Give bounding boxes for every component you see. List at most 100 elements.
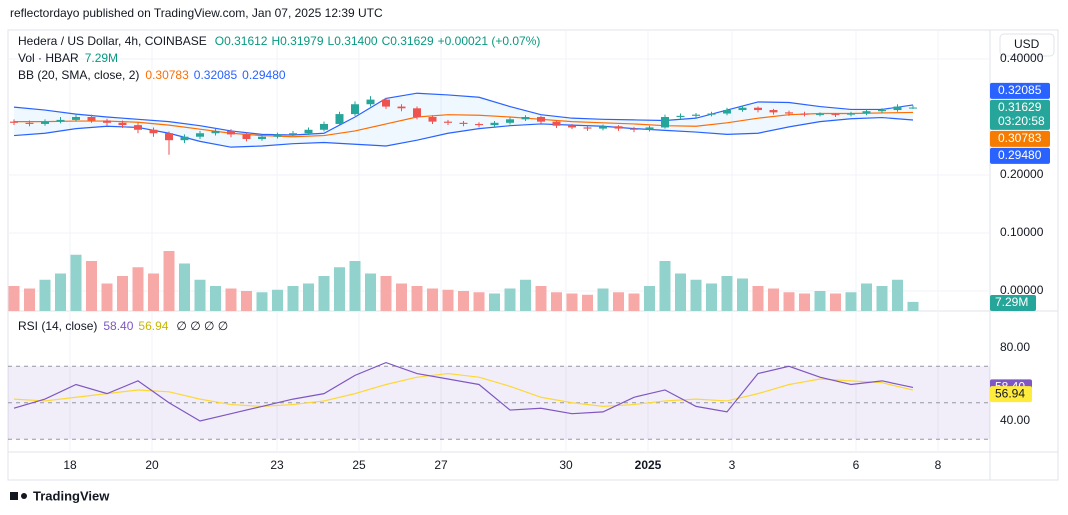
- volume-bar: [210, 286, 221, 311]
- candle-body: [754, 107, 762, 111]
- volume-bar: [504, 288, 516, 311]
- candle-body: [568, 125, 576, 128]
- volume-bar: [892, 279, 903, 311]
- volume-bar: [411, 286, 423, 311]
- volume-bar: [256, 292, 268, 311]
- legend-text: O0.31612: [215, 34, 268, 48]
- candle-body: [56, 119, 65, 122]
- price-tag-label: 0.30783: [998, 131, 1042, 145]
- volume-bar: [597, 288, 609, 311]
- volume-bar: [318, 276, 330, 311]
- rsi-ma: [13, 372, 914, 408]
- bb-upper: [13, 92, 914, 136]
- volume-bar: [70, 254, 82, 311]
- x-tick-label: 6: [853, 458, 860, 472]
- volume-bar: [241, 291, 252, 311]
- volume-bar: [659, 261, 671, 311]
- volume-tag-label: 7.29M: [995, 295, 1028, 309]
- candle-body: [289, 133, 297, 135]
- x-tick-label: 25: [352, 458, 366, 472]
- currency-button[interactable]: [999, 33, 1055, 57]
- candle-body: [707, 113, 716, 115]
- legend-text: 0.29480: [242, 68, 286, 82]
- price-tag: [990, 147, 1050, 164]
- candle-body: [41, 121, 49, 124]
- volume-bar: [799, 293, 810, 311]
- candle-body: [878, 110, 886, 112]
- footer: TradingView: [33, 488, 110, 503]
- price-tag-label: 0.31629: [998, 100, 1042, 114]
- volume-bar: [768, 288, 779, 311]
- volume-bar: [907, 301, 919, 311]
- price-tag-label: 0.32085: [998, 83, 1042, 97]
- volume-bar: [613, 292, 624, 311]
- volume-bar: [117, 276, 128, 311]
- y-tick-label: 0.00000: [1000, 283, 1044, 297]
- volume-bar: [675, 273, 686, 311]
- legend-text: L0.31400: [328, 34, 378, 48]
- candle-body: [304, 129, 313, 134]
- volume-bar: [303, 283, 314, 311]
- legend-text: +0.00021 (+0.07%): [438, 34, 541, 48]
- x-tick-label: 23: [270, 458, 284, 472]
- x-tick-label: 2025: [635, 458, 662, 472]
- legend-text: 58.40: [103, 319, 133, 333]
- candle-body: [785, 112, 793, 114]
- legend-text: 56.94: [138, 319, 168, 333]
- volume-bar: [380, 276, 392, 311]
- candle-body: [134, 125, 142, 130]
- candle-body: [614, 126, 623, 129]
- candle-body: [909, 107, 917, 109]
- candle-body: [382, 99, 390, 107]
- candle-body: [831, 114, 840, 116]
- volume-bar: [334, 267, 345, 311]
- candle-body: [103, 120, 111, 123]
- candle-body: [723, 110, 731, 114]
- candle-body: [769, 110, 778, 113]
- candle-body: [893, 106, 902, 111]
- candle-body: [475, 123, 483, 126]
- candle-body: [397, 106, 406, 109]
- volume-bar: [101, 283, 113, 311]
- currency[interactable]: USD: [1014, 37, 1040, 51]
- volume-bar: [628, 293, 640, 311]
- volume-bar: [551, 292, 562, 311]
- volume-tag: [990, 295, 1036, 311]
- candle-body: [645, 127, 654, 130]
- legend: Hedera / US Dollar, 4h, COINBASE O0.31612…: [18, 34, 540, 333]
- candle-body: [413, 108, 421, 117]
- legend-text: BB (20, SMA, close, 2): [18, 68, 139, 82]
- candle-body: [366, 99, 375, 105]
- price-tag-countdown: 03:20:58: [998, 114, 1045, 128]
- published: reflectordayo published on TradingView.c…: [10, 6, 383, 20]
- rsi-tick-label: 80.00: [1000, 340, 1030, 354]
- volume-bar: [194, 279, 206, 311]
- x-tick-label: 30: [559, 458, 573, 472]
- candle-body: [149, 129, 158, 134]
- candle-body: [847, 113, 855, 115]
- candle-body: [428, 117, 437, 122]
- candle-body: [180, 136, 189, 141]
- candle-body: [692, 114, 700, 116]
- volume-bar: [690, 279, 702, 311]
- candle-body: [661, 117, 669, 128]
- volume-bar: [582, 294, 593, 311]
- rsi-tick-label: 40.00: [1000, 413, 1030, 427]
- candle-body: [738, 107, 747, 111]
- candle-body: [351, 104, 359, 115]
- volume-bar: [752, 286, 764, 311]
- volume-bar: [830, 293, 841, 311]
- volume-bar: [148, 273, 159, 311]
- volume-bar: [458, 291, 469, 311]
- volume-bar: [132, 267, 144, 311]
- candle-body: [196, 133, 204, 137]
- candle-body: [227, 130, 235, 135]
- legend-text: ∅ ∅ ∅ ∅: [176, 319, 228, 333]
- candle-body: [258, 136, 266, 140]
- legend-text: Hedera / US Dollar, 4h, COINBASE: [18, 34, 207, 48]
- volume-bar: [163, 251, 175, 311]
- legend-text: Vol · HBAR: [18, 51, 79, 65]
- logo: [10, 492, 27, 500]
- rsi-tag-label: 56.94: [995, 386, 1025, 400]
